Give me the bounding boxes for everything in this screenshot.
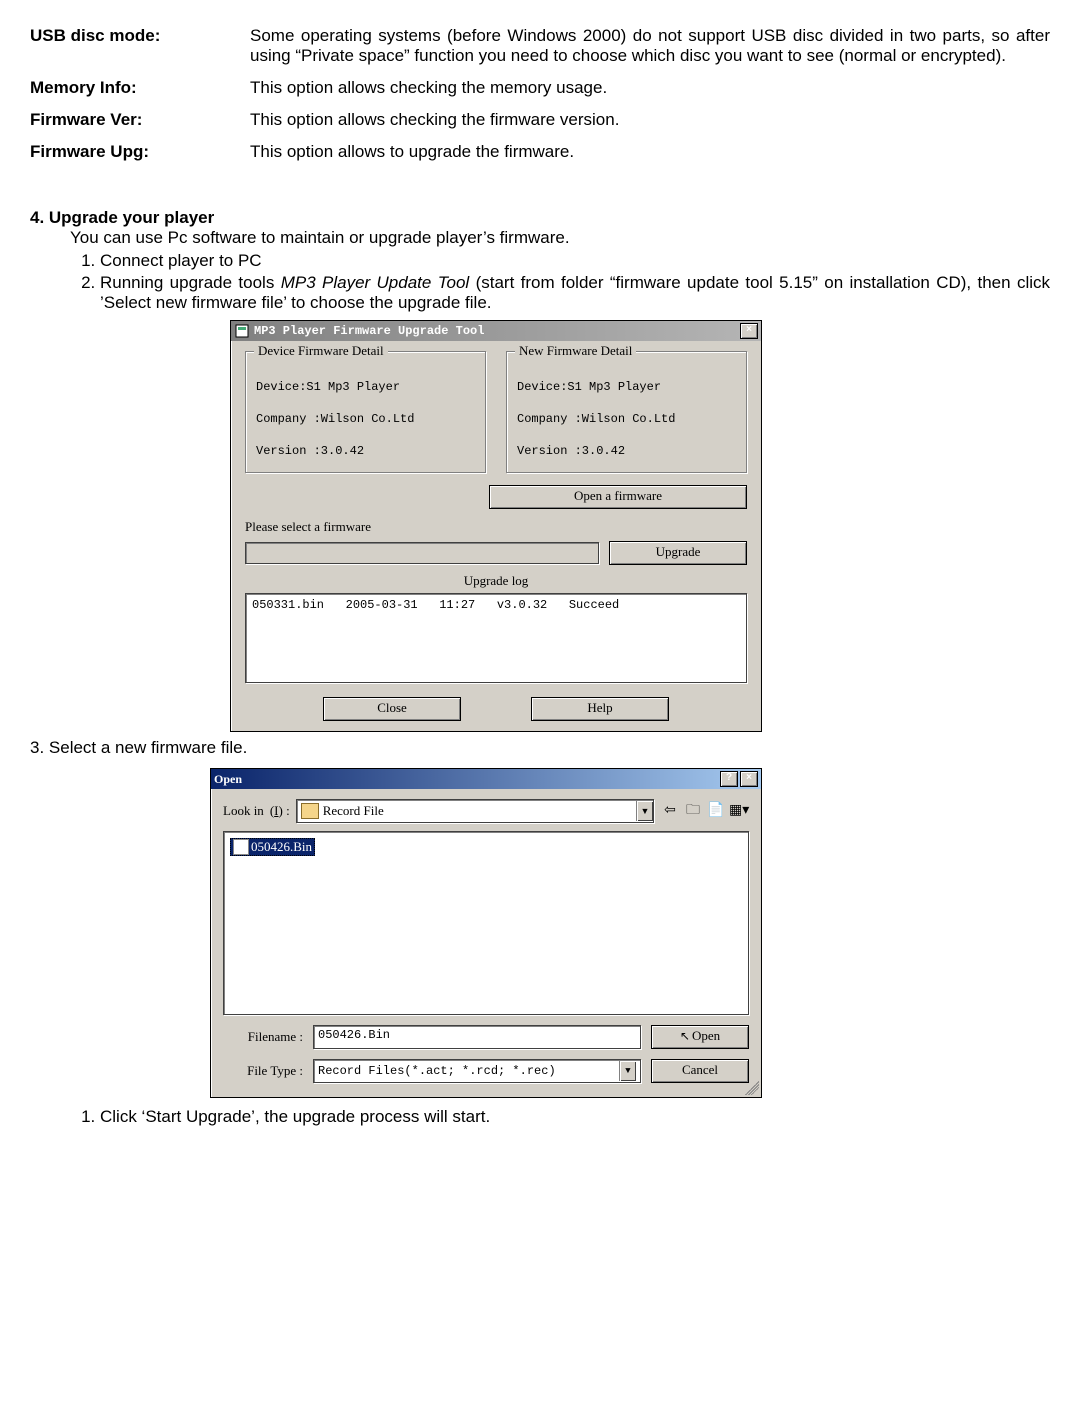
close-icon[interactable]: × — [740, 323, 758, 339]
final-steps-list: Click ‘Start Upgrade’, the upgrade proce… — [70, 1106, 1050, 1128]
new-folder-icon[interactable]: 📄 — [706, 801, 726, 821]
lookin-folder-name: Record File — [323, 803, 636, 819]
new-firmware-group: New Firmware Detail Device:S1 Mp3 Player… — [506, 351, 747, 473]
lookin-combo[interactable]: Record File ▼ — [296, 799, 654, 823]
step-2-tool: MP3 Player Update Tool — [281, 273, 470, 292]
filename-label: Filename : — [223, 1029, 303, 1045]
open-btn-label: Open — [692, 1028, 720, 1043]
opt-desc-mem: This option allows checking the memory u… — [250, 72, 1050, 104]
folder-icon — [301, 803, 319, 819]
new-company: Company :Wilson Co.Ltd — [517, 412, 736, 426]
app-icon — [234, 323, 250, 339]
open-button[interactable]: ↖Open — [651, 1025, 749, 1049]
steps-list: Connect player to PC Running upgrade too… — [70, 250, 1050, 314]
chevron-down-icon[interactable]: ▼ — [636, 801, 653, 821]
upgrade-log-label: Upgrade log — [245, 573, 747, 589]
device-group-title: Device Firmware Detail — [254, 343, 388, 359]
file-icon — [233, 839, 249, 855]
please-select-label: Please select a firmware — [245, 519, 747, 535]
device-version: Version :3.0.42 — [256, 444, 475, 458]
cursor-icon: ↖ — [680, 1029, 690, 1043]
device-company: Company :Wilson Co.Ltd — [256, 412, 475, 426]
firmware-path-field[interactable] — [245, 542, 599, 564]
views-icon[interactable]: ▦▾ — [729, 801, 749, 821]
open-firmware-button[interactable]: Open a firmware — [489, 485, 747, 509]
upgrade-log: 050331.bin 2005-03-31 11:27 v3.0.32 Succ… — [245, 593, 747, 683]
step-3-text: 3. Select a new firmware file. — [30, 738, 1050, 758]
filename-field[interactable]: 050426.Bin — [313, 1025, 641, 1049]
help-button[interactable]: Help — [531, 697, 669, 721]
section-intro: You can use Pc software to maintain or u… — [70, 228, 1050, 248]
section-4: 4. Upgrade your player You can use Pc so… — [30, 208, 1050, 1128]
lookin-toolbar: ⇦ 🗀 📄 ▦▾ — [660, 801, 749, 821]
new-group-title: New Firmware Detail — [515, 343, 636, 359]
resize-grip-icon[interactable] — [745, 1081, 759, 1095]
opt-label-mem: Memory Info: — [30, 72, 250, 104]
opt-desc-fwupg: This option allows to upgrade the firmwa… — [250, 136, 1050, 168]
filetype-label: File Type : — [223, 1063, 303, 1079]
opt-label-usb: USB disc mode: — [30, 20, 250, 72]
fw-titlebar: MP3 Player Firmware Upgrade Tool × — [231, 321, 761, 341]
lookin-hotkey: (I) : — [270, 803, 290, 819]
device-device: Device:S1 Mp3 Player — [256, 380, 475, 394]
firmware-upgrade-dialog: MP3 Player Firmware Upgrade Tool × Devic… — [230, 320, 762, 732]
file-list-pane[interactable]: 050426.Bin — [223, 831, 749, 1015]
filetype-value: Record Files(*.act; *.rcd; *.rec) — [318, 1064, 619, 1078]
device-firmware-group: Device Firmware Detail Device:S1 Mp3 Pla… — [245, 351, 486, 473]
opt-desc-usb: Some operating systems (before Windows 2… — [250, 20, 1050, 72]
file-item-selected[interactable]: 050426.Bin — [230, 838, 315, 856]
lookin-label: Look in — [223, 803, 264, 819]
step-2a: Running upgrade tools — [100, 273, 281, 292]
options-table: USB disc mode: Some operating systems (b… — [30, 20, 1050, 168]
open-title: Open — [214, 772, 718, 787]
new-device: Device:S1 Mp3 Player — [517, 380, 736, 394]
up-folder-icon[interactable]: 🗀 — [683, 801, 703, 821]
open-titlebar: Open ? × — [211, 769, 761, 789]
upgrade-button[interactable]: Upgrade — [609, 541, 747, 565]
section-title: 4. Upgrade your player — [30, 208, 1050, 228]
help-icon[interactable]: ? — [720, 771, 738, 787]
back-icon[interactable]: ⇦ — [660, 801, 680, 821]
file-item-name: 050426.Bin — [251, 839, 312, 855]
filetype-combo[interactable]: Record Files(*.act; *.rcd; *.rec) ▼ — [313, 1059, 641, 1083]
cancel-button[interactable]: Cancel — [651, 1059, 749, 1083]
close-button[interactable]: Close — [323, 697, 461, 721]
step-1: Connect player to PC — [100, 250, 1050, 272]
open-file-dialog: Open ? × Look in (I) : Record File ▼ ⇦ 🗀… — [210, 768, 762, 1098]
opt-label-fwupg: Firmware Upg: — [30, 136, 250, 168]
fw-title: MP3 Player Firmware Upgrade Tool — [254, 324, 738, 338]
final-step: Click ‘Start Upgrade’, the upgrade proce… — [100, 1106, 1050, 1128]
new-version: Version :3.0.42 — [517, 444, 736, 458]
chevron-down-icon[interactable]: ▼ — [619, 1061, 636, 1081]
opt-desc-fwver: This option allows checking the firmware… — [250, 104, 1050, 136]
step-2: Running upgrade tools MP3 Player Update … — [100, 272, 1050, 314]
opt-label-fwver: Firmware Ver: — [30, 104, 250, 136]
close-icon[interactable]: × — [740, 771, 758, 787]
